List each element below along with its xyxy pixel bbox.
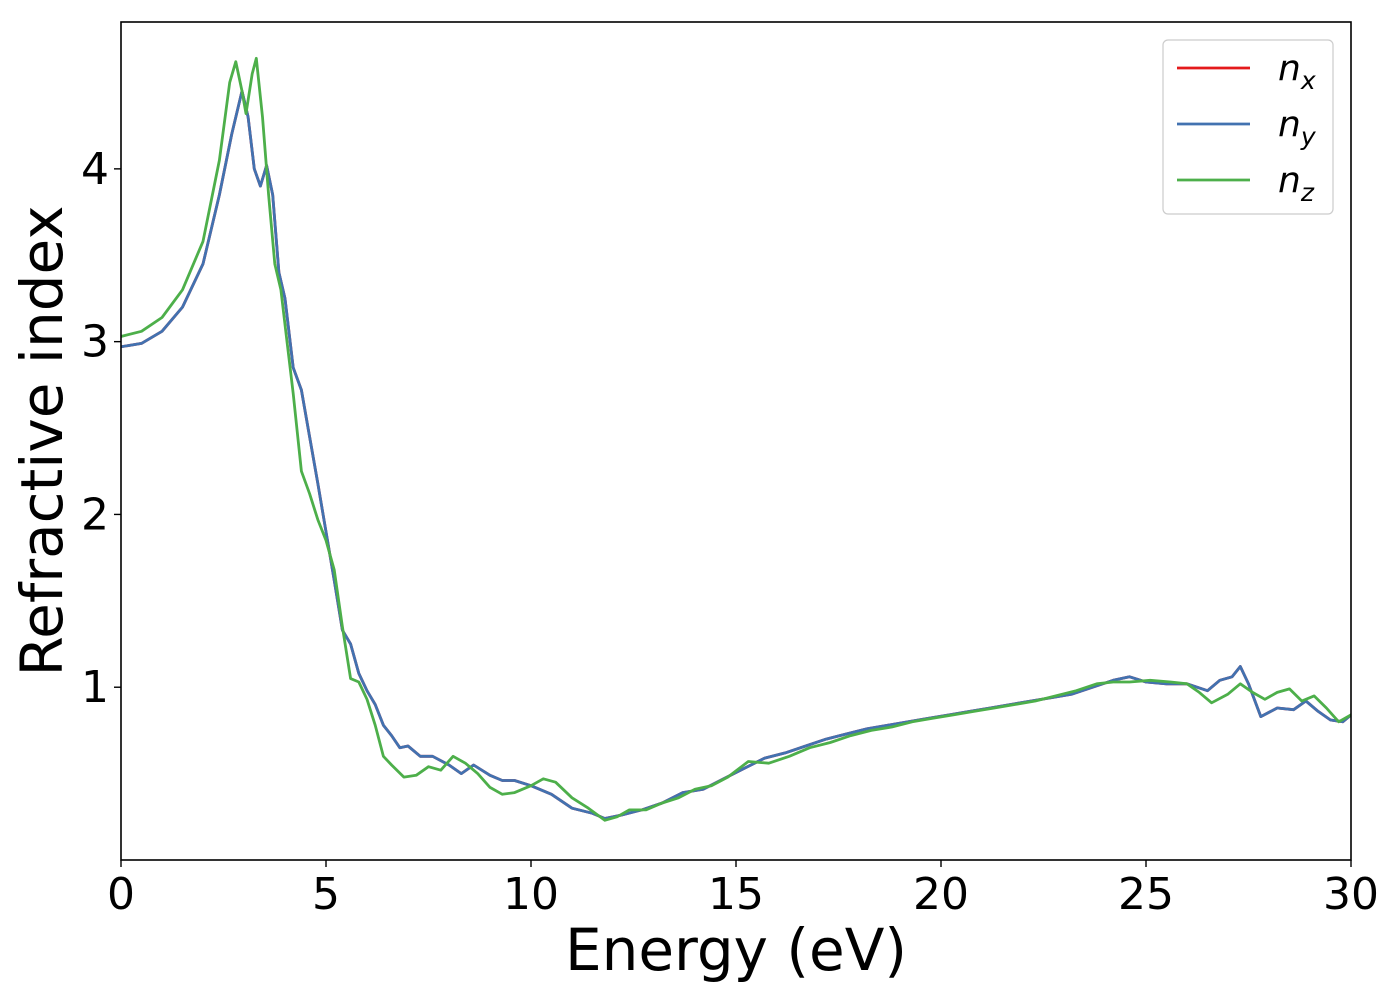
x-axis-label: Energy (eV) xyxy=(565,916,907,984)
x-tick-label: 5 xyxy=(312,869,340,920)
x-axis-ticks: 0 5 10 15 20 25 30 xyxy=(107,860,1379,920)
y-tick-label: 1 xyxy=(81,662,109,713)
y-tick-label: 2 xyxy=(81,489,109,540)
y-axis-ticks: 1 2 3 4 xyxy=(81,144,121,713)
series-line-nz xyxy=(121,56,1351,822)
y-tick-label: 3 xyxy=(81,317,109,368)
x-tick-label: 30 xyxy=(1323,869,1379,920)
x-tick-label: 0 xyxy=(107,869,135,920)
y-axis-label: Refractive index xyxy=(8,205,76,676)
x-tick-label: 20 xyxy=(913,869,969,920)
x-tick-label: 10 xyxy=(503,869,559,920)
y-tick-label: 4 xyxy=(81,144,109,195)
legend-box xyxy=(1162,39,1334,215)
x-tick-label: 15 xyxy=(708,869,764,920)
plot-layer xyxy=(121,56,1351,822)
x-tick-label: 25 xyxy=(1118,869,1174,920)
series-line-ny xyxy=(121,89,1351,820)
